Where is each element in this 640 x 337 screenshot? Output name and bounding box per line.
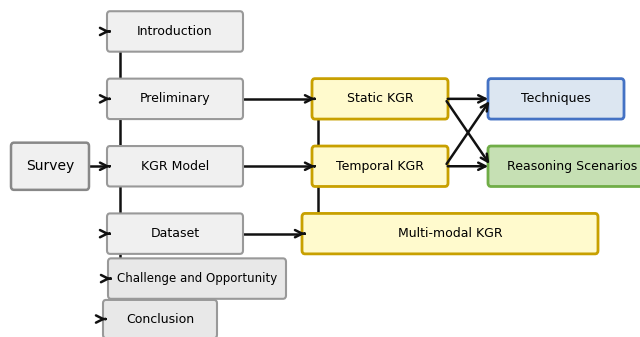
Text: Multi-modal KGR: Multi-modal KGR <box>397 227 502 240</box>
FancyBboxPatch shape <box>107 79 243 119</box>
FancyBboxPatch shape <box>312 79 448 119</box>
FancyBboxPatch shape <box>11 143 89 190</box>
Text: Dataset: Dataset <box>150 227 200 240</box>
Text: Challenge and Opportunity: Challenge and Opportunity <box>117 272 277 285</box>
FancyBboxPatch shape <box>107 213 243 254</box>
Text: Techniques: Techniques <box>521 92 591 105</box>
Text: Preliminary: Preliminary <box>140 92 211 105</box>
FancyBboxPatch shape <box>108 258 286 299</box>
FancyBboxPatch shape <box>312 146 448 186</box>
FancyBboxPatch shape <box>103 300 217 337</box>
FancyBboxPatch shape <box>488 79 624 119</box>
Text: Reasoning Scenarios: Reasoning Scenarios <box>507 160 637 173</box>
Text: Static KGR: Static KGR <box>347 92 413 105</box>
Text: KGR Model: KGR Model <box>141 160 209 173</box>
Text: Conclusion: Conclusion <box>126 312 194 326</box>
Text: Temporal KGR: Temporal KGR <box>336 160 424 173</box>
Text: Survey: Survey <box>26 159 74 173</box>
FancyBboxPatch shape <box>107 11 243 52</box>
FancyBboxPatch shape <box>302 213 598 254</box>
Text: Introduction: Introduction <box>137 25 213 38</box>
FancyBboxPatch shape <box>107 146 243 186</box>
FancyBboxPatch shape <box>488 146 640 186</box>
